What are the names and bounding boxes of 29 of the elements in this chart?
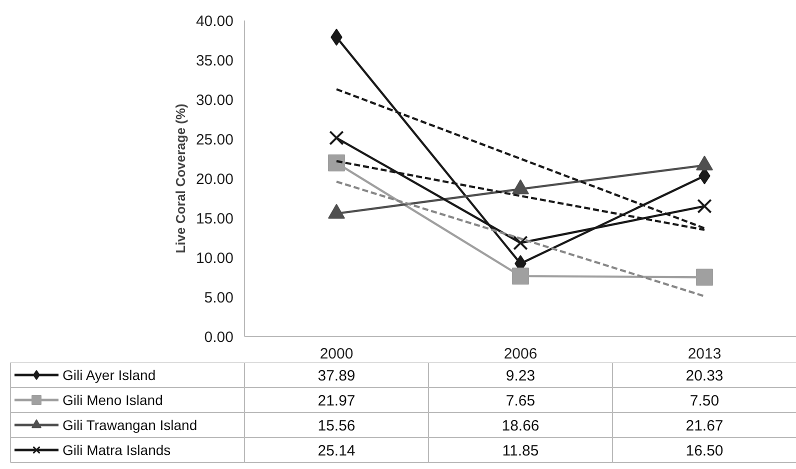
y-tick-label: 25.00 — [196, 132, 234, 148]
y-tick-label: 10.00 — [196, 250, 234, 267]
x-tick-label: 2000 — [320, 346, 354, 362]
data-label: 21.97 — [318, 392, 356, 410]
y-tick-label: 20.00 — [196, 171, 234, 188]
legend-label: Gili Trawangan Island — [62, 417, 198, 433]
legend-label: Gili Meno Island — [62, 392, 163, 408]
y-tick-label: 0.00 — [204, 329, 234, 346]
x-tick-label: 2013 — [688, 346, 722, 362]
y-tick-label: 15.00 — [196, 210, 234, 228]
y-tick-label: 40.00 — [196, 13, 234, 30]
data-label: 11.85 — [502, 442, 539, 460]
data-label: 37.89 — [318, 368, 356, 384]
x-tick-label: 2006 — [504, 346, 538, 362]
data-label: 25.14 — [318, 442, 356, 460]
data-label: 18.66 — [502, 418, 540, 434]
legend-label: Gili Ayer Island — [62, 367, 156, 383]
y-tick-label: 35.00 — [196, 52, 234, 70]
y-tick-label: 5.00 — [204, 290, 234, 306]
legend-label: Gili Matra Islands — [62, 442, 171, 458]
data-label: 7.50 — [690, 392, 720, 410]
data-label: 9.23 — [506, 368, 536, 384]
data-label: 7.65 — [506, 392, 536, 410]
y-tick-label: 30.00 — [196, 92, 234, 109]
data-label: 16.50 — [686, 442, 724, 460]
data-label: 15.56 — [318, 418, 356, 434]
data-label: 21.67 — [686, 418, 724, 434]
y-axis-title: Live Coral Coverage (%) — [172, 104, 188, 254]
data-label: 20.33 — [686, 368, 724, 384]
